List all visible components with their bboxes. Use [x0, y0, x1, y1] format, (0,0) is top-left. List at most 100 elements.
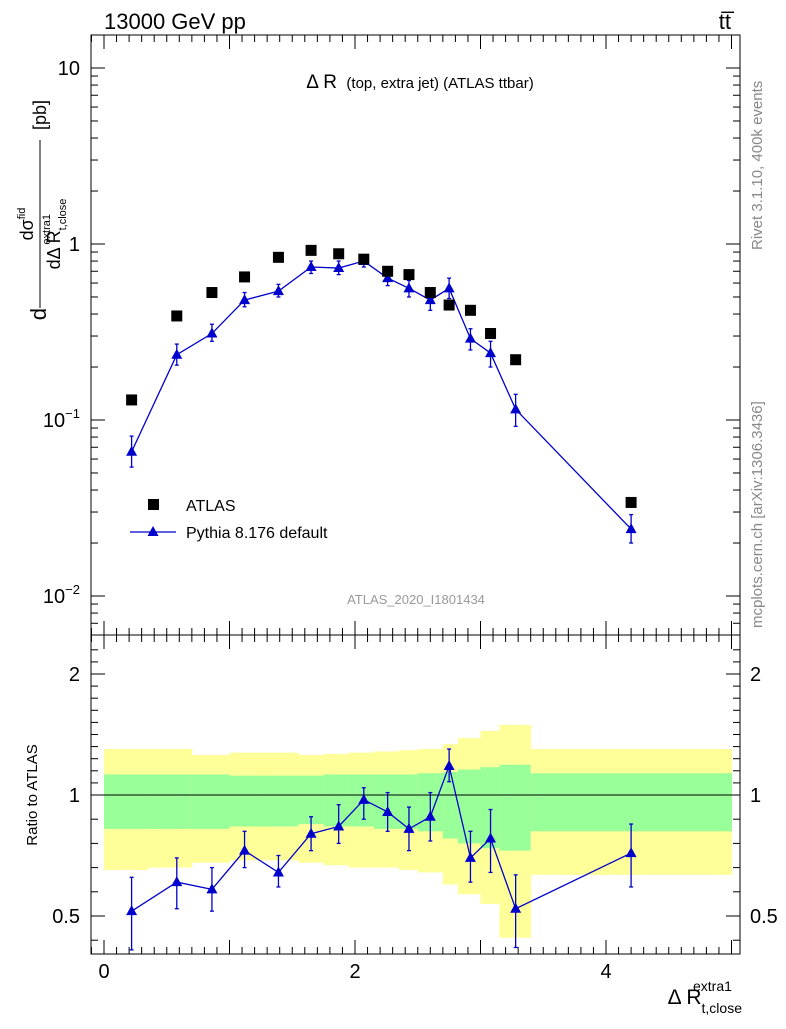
x-label-sup: extra1 [693, 978, 732, 994]
main-y-tick-label-2: 10−1 [43, 406, 80, 432]
y-label-prefix: d [26, 308, 51, 320]
x-label-sub: t,close [702, 1000, 743, 1016]
x-tick-label-1: 2 [349, 961, 360, 983]
main-frame [90, 34, 741, 636]
band-inner-13 [480, 767, 500, 849]
data-point-0 [126, 394, 138, 406]
analysis-label: ATLAS_2020_I1801434 [347, 592, 485, 607]
mc-point-11 [443, 282, 455, 293]
mc-point-12 [464, 332, 476, 343]
ratio-y-tick-label-right-0: 0.5 [750, 906, 778, 928]
band-inner-1 [147, 774, 193, 829]
mc-polyline [131, 260, 632, 530]
main-y-tick-labels: 10 1 10−1 10−2 [43, 58, 80, 608]
ratio-point-10 [424, 810, 436, 821]
y-axis-label: dσfid dΔ Rt,close extra1 d [pb] [16, 100, 69, 320]
legend-mc-label: Pythia 8.176 default [186, 525, 328, 542]
ratio-point-5 [305, 827, 317, 838]
band-inner-5 [298, 775, 325, 825]
mc-point-9 [403, 282, 415, 293]
mc-point-5 [305, 261, 317, 272]
ratio-point-3 [239, 844, 251, 855]
data-point-13 [485, 328, 497, 340]
legend: ATLAS Pythia 8.176 default [130, 498, 328, 542]
ratio-point-0 [126, 905, 138, 916]
y-label-denominator: dΔ Rt,close extra1 [41, 199, 69, 270]
data-point-14 [510, 354, 522, 366]
mc-series-line [131, 260, 632, 530]
data-point-10 [424, 287, 436, 299]
ratio-y-tick-label-left-2: 2 [69, 664, 80, 686]
data-point-15 [625, 496, 637, 508]
y-label-den-sub: t,close [57, 199, 69, 231]
legend-data-marker [148, 499, 159, 510]
ratio-point-7 [358, 793, 370, 804]
ratio-point-2 [206, 883, 218, 894]
data-point-8 [382, 265, 394, 277]
mc-point-6 [333, 262, 345, 273]
band-inner-14 [499, 764, 532, 851]
x-label-text: Δ R [668, 986, 702, 1009]
ratio-y-tick-label-left-0: 0.5 [52, 906, 80, 928]
band-inner-2 [191, 774, 230, 829]
mc-point-2 [206, 327, 218, 338]
band-inner-12 [457, 769, 481, 844]
mc-point-13 [485, 347, 497, 358]
data-point-12 [464, 304, 476, 316]
data-point-2 [206, 287, 218, 299]
y-label-numerator: dσfid [16, 208, 37, 241]
y-label-unit: [pb] [30, 100, 50, 130]
y-label-num-text: dσ [17, 219, 37, 240]
main-y-tick-label-0: 10 [58, 58, 80, 80]
ratio-point-6 [333, 820, 345, 831]
ratio-point-12 [464, 851, 476, 862]
ratio-point-1 [171, 876, 183, 887]
y-label-den-sup: extra1 [41, 214, 53, 245]
process-label: tt̅ [719, 9, 735, 34]
y-label-num-sup: fid [16, 208, 28, 220]
band-inner-9 [398, 774, 419, 829]
data-point-3 [239, 271, 251, 283]
ratio-markers [126, 759, 637, 916]
x-tick-label-0: 0 [98, 961, 109, 983]
ratio-axis-ticks [90, 635, 740, 954]
ratio-y-tick-label-right-2: 2 [750, 664, 761, 686]
ratio-point-8 [382, 805, 394, 816]
data-point-5 [305, 244, 317, 256]
ratio-point-13 [485, 832, 497, 843]
data-point-1 [171, 310, 183, 322]
ratio-point-15 [625, 847, 637, 858]
ratio-point-4 [272, 866, 284, 877]
y-label-den-text: dΔ R [44, 230, 64, 269]
data-point-6 [333, 248, 345, 260]
ratio-panel: 0.5 0.5 1 1 2 2 0 2 4 Ratio to ATLAS [24, 634, 778, 983]
mc-point-14 [510, 403, 522, 414]
x-tick-label-2: 4 [600, 961, 611, 983]
mc-point-0 [126, 445, 138, 456]
band-inner-0 [104, 774, 149, 829]
main-y-tick-label-1: 1 [69, 234, 80, 256]
data-point-11 [443, 299, 455, 311]
ratio-point-9 [403, 822, 415, 833]
mc-point-8 [382, 272, 394, 283]
mc-point-10 [424, 294, 436, 305]
ratio-point-11 [443, 759, 455, 770]
legend-mc-marker [147, 526, 159, 536]
ratio-y-tick-labels: 0.5 0.5 1 1 2 2 [52, 664, 778, 928]
ratio-polyline [131, 763, 632, 912]
chart-title-detail: (top, extra jet) (ATLAS ttbar) [346, 75, 533, 92]
x-tick-labels: 0 2 4 [98, 961, 611, 983]
mc-point-4 [272, 285, 284, 296]
mc-point-1 [171, 348, 183, 359]
mcplots-label: mcplots.cern.ch [arXiv:1306.3436] [749, 401, 766, 628]
main-axis-ticks [90, 35, 740, 635]
ratio-y-tick-label-right-1: 1 [750, 785, 761, 807]
band-inner-3 [229, 775, 262, 827]
uncertainty-bands [104, 724, 732, 938]
ratio-y-axis-label: Ratio to ATLAS [24, 744, 41, 845]
ratio-point-14 [510, 902, 522, 913]
ratio-y-tick-label-left-1: 1 [69, 785, 80, 807]
ratio-series-line [131, 763, 632, 912]
rivet-version-label: Rivet 3.1.10, 400k events [749, 81, 766, 250]
